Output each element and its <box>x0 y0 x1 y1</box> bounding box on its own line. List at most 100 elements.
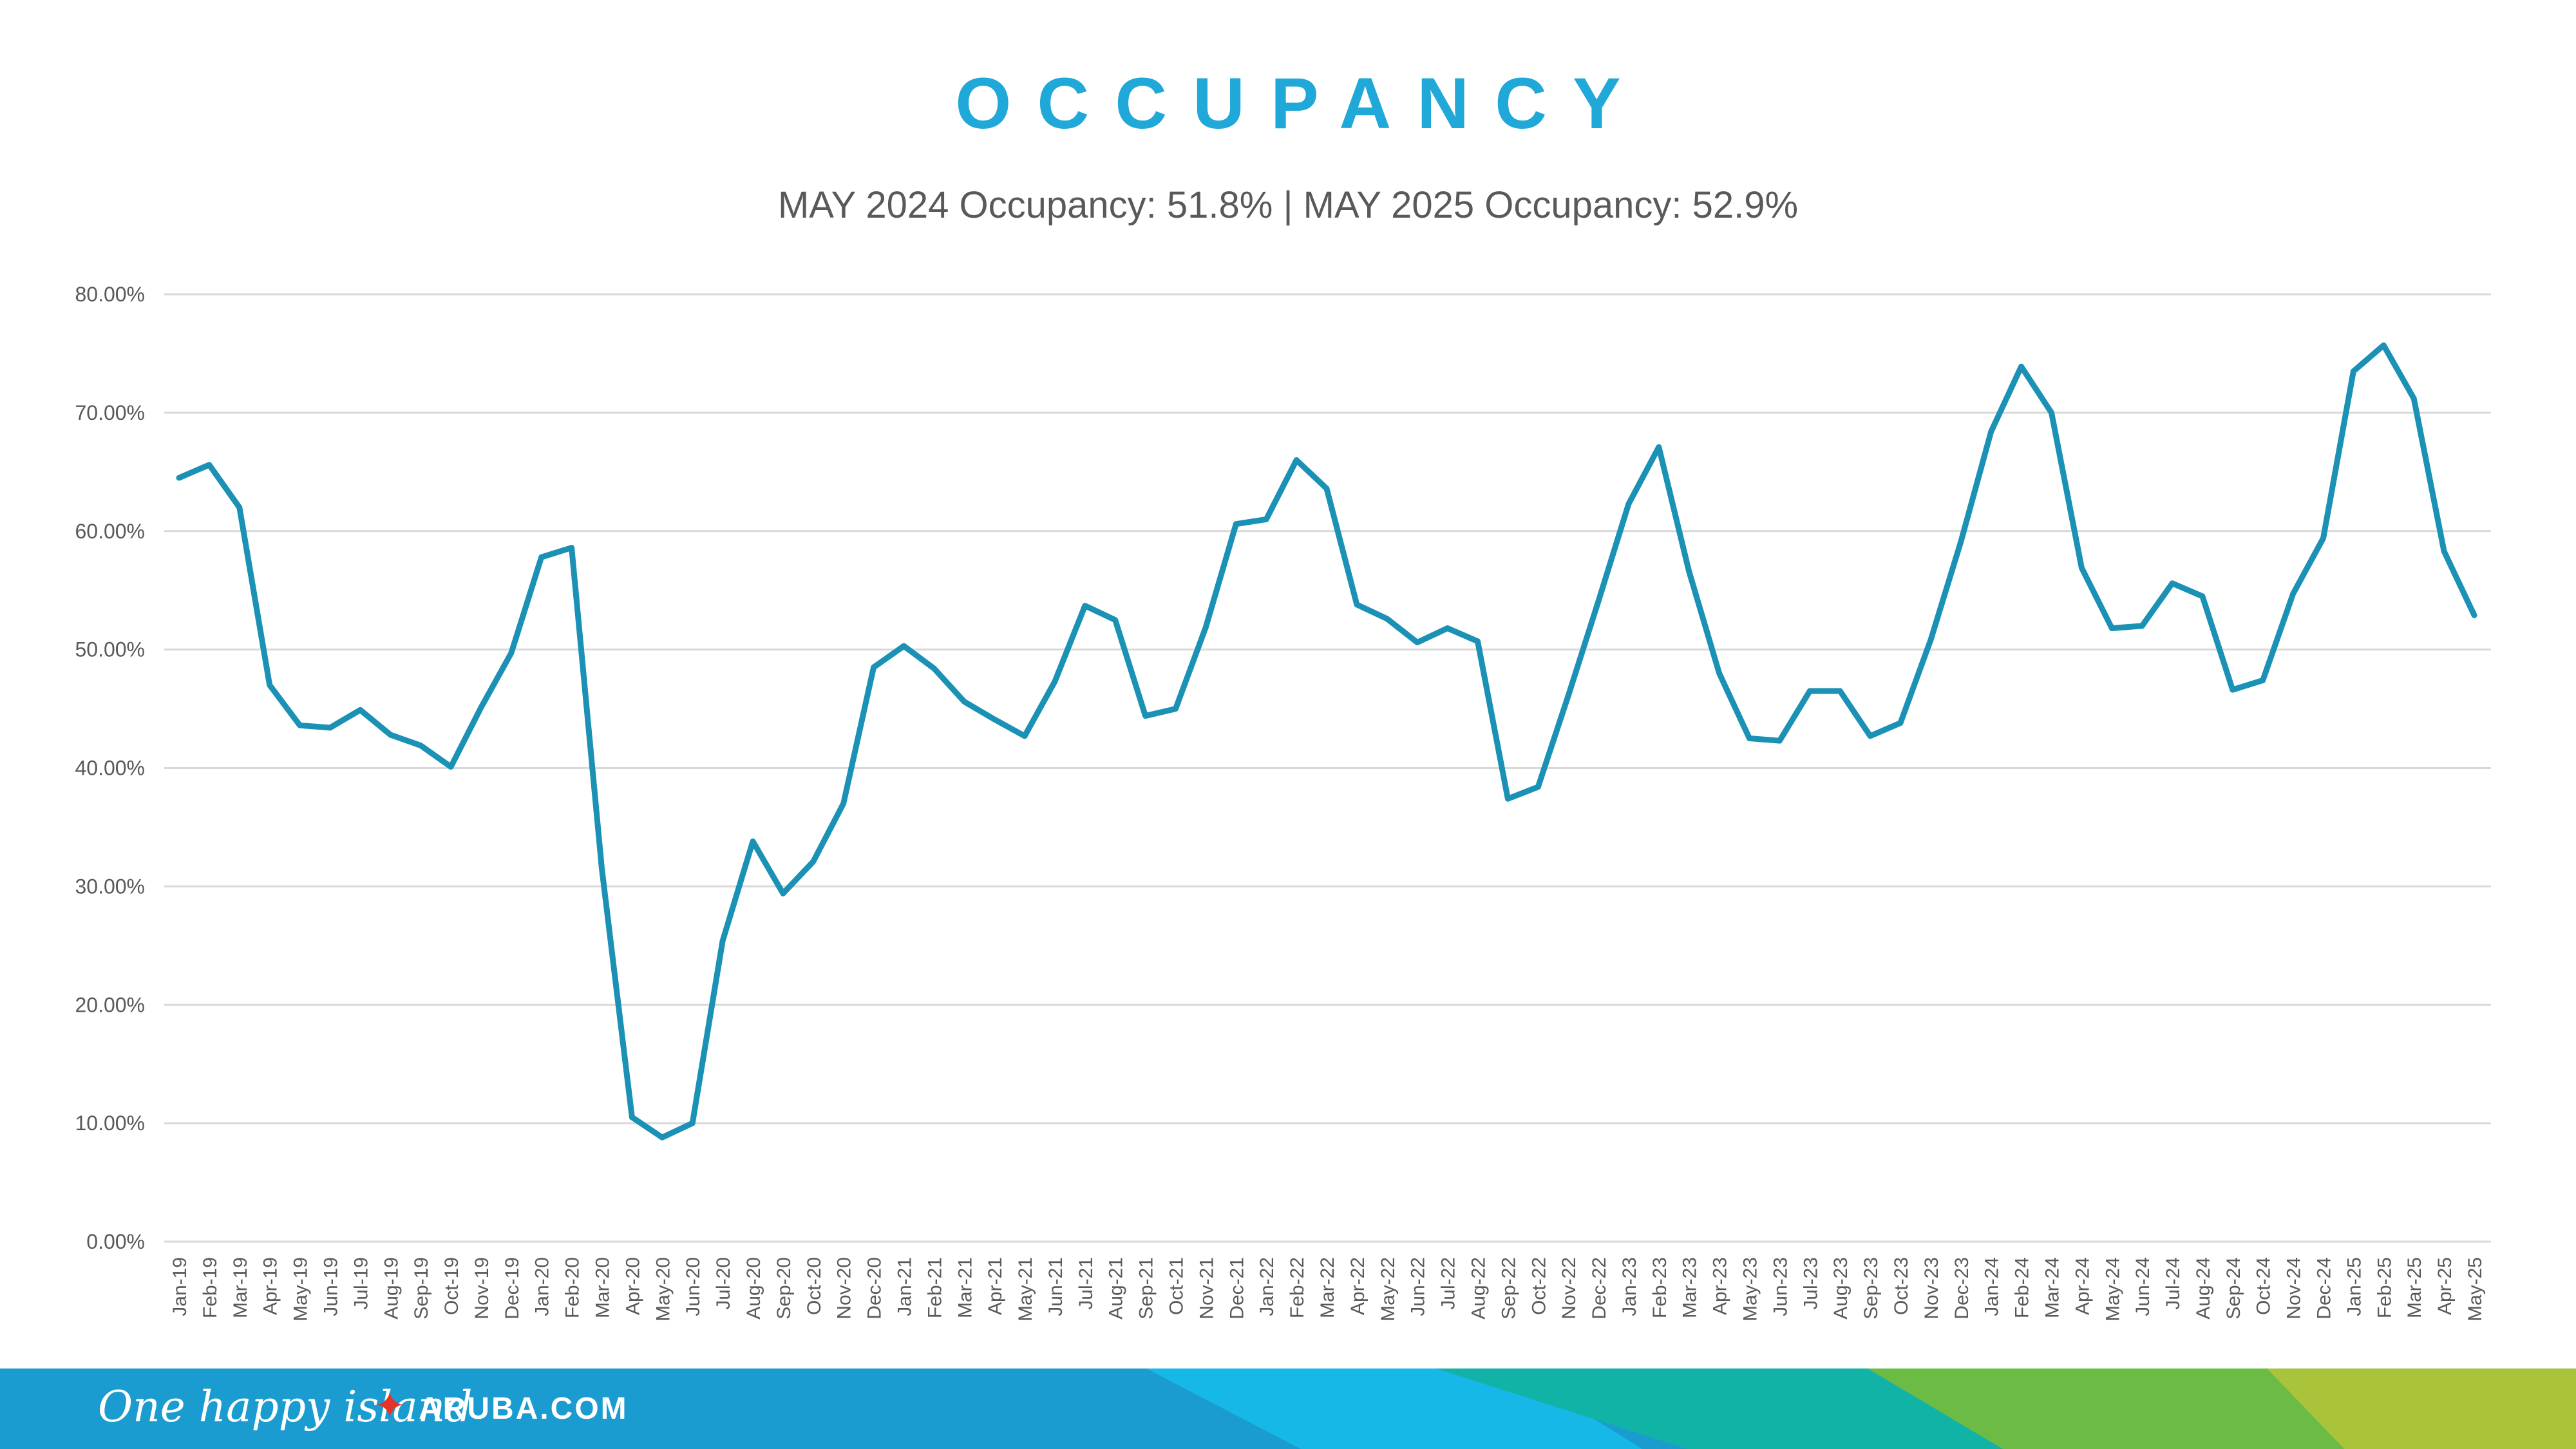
x-tick-label: Jun-24 <box>2132 1257 2154 1316</box>
x-tick-label: Nov-19 <box>471 1257 493 1320</box>
data-point <box>388 732 393 738</box>
star-icon: ✦ <box>374 1384 406 1427</box>
data-point <box>2320 535 2326 541</box>
x-tick-label: Apr-21 <box>985 1257 1006 1315</box>
data-point <box>538 554 544 560</box>
x-tick-label: Feb-25 <box>2374 1257 2395 1318</box>
data-point <box>267 682 272 688</box>
footer-band-lime <box>2267 1368 2576 1449</box>
footer-band-green <box>1868 1368 2344 1449</box>
data-point <box>1082 603 1088 609</box>
data-point <box>2079 565 2085 571</box>
x-tick-label: Dec-24 <box>2314 1257 2335 1320</box>
data-point <box>659 1135 665 1141</box>
x-tick-label: Jul-22 <box>1438 1257 1459 1310</box>
data-point <box>1807 688 1813 694</box>
y-tick-label: 40.00% <box>75 757 145 780</box>
x-tick-label: Jul-21 <box>1075 1257 1097 1310</box>
data-point <box>478 705 484 710</box>
data-point <box>2049 410 2054 415</box>
data-point <box>1112 617 1118 623</box>
x-tick-label: Oct-20 <box>804 1257 825 1315</box>
x-tick-label: Feb-22 <box>1287 1257 1308 1318</box>
x-tick-label: Dec-23 <box>1951 1257 1973 1320</box>
data-point <box>236 504 242 510</box>
x-tick-label: May-25 <box>2465 1257 2486 1321</box>
x-tick-label: Jun-23 <box>1770 1257 1791 1316</box>
data-point <box>1868 733 1873 739</box>
x-tick-label: Jan-23 <box>1619 1257 1640 1316</box>
x-tick-label: Aug-19 <box>381 1257 402 1320</box>
x-tick-label: Oct-19 <box>441 1257 462 1315</box>
y-tick-label: 10.00% <box>75 1112 145 1135</box>
x-tick-label: Jul-20 <box>713 1257 734 1310</box>
y-tick-label: 70.00% <box>75 401 145 424</box>
data-point <box>2411 395 2417 401</box>
x-tick-label: Oct-21 <box>1166 1257 1188 1315</box>
x-tick-label: Aug-22 <box>1468 1257 1489 1320</box>
chart-gridlines <box>164 293 2491 1243</box>
data-point <box>357 707 363 713</box>
data-point <box>508 650 514 656</box>
x-tick-label: Sep-22 <box>1498 1257 1519 1320</box>
occupancy-series <box>176 342 2477 1141</box>
x-tick-label: May-19 <box>290 1257 312 1321</box>
x-tick-label: Nov-22 <box>1558 1257 1580 1320</box>
x-tick-label: Jun-20 <box>683 1257 704 1316</box>
footer-site-link[interactable]: ARUBA.COM <box>419 1392 629 1426</box>
x-tick-label: Sep-24 <box>2223 1257 2244 1320</box>
data-point <box>901 643 907 649</box>
data-point <box>1747 735 1752 741</box>
x-tick-label: Apr-25 <box>2434 1257 2456 1315</box>
data-point <box>2441 549 2447 554</box>
x-tick-label: Jul-23 <box>1800 1257 1821 1310</box>
data-point <box>1988 429 1994 435</box>
x-tick-label: Jan-25 <box>2344 1257 2365 1316</box>
x-axis-tick-labels: Jan-19 Feb-19 Mar-19 Apr-19 May-19 Jun-19 Jul-… <box>169 1257 2486 1321</box>
data-point <box>1716 670 1722 676</box>
x-tick-label: Aug-21 <box>1106 1257 1127 1320</box>
data-point <box>1414 639 1420 645</box>
x-tick-label: Aug-23 <box>1830 1257 1852 1320</box>
y-tick-label: 60.00% <box>75 520 145 543</box>
data-point <box>2170 580 2175 586</box>
data-point <box>992 717 998 723</box>
x-tick-label: Apr-23 <box>1710 1257 1731 1315</box>
data-point <box>2139 623 2145 629</box>
x-tick-label: May-24 <box>2102 1257 2123 1321</box>
x-tick-label: Mar-25 <box>2404 1257 2425 1318</box>
x-tick-label: May-20 <box>652 1257 674 1321</box>
data-point <box>2018 364 2024 370</box>
data-point <box>2381 343 2387 348</box>
x-tick-label: May-21 <box>1015 1257 1036 1321</box>
x-tick-label: Jul-19 <box>350 1257 372 1310</box>
data-point <box>1777 738 1783 744</box>
x-tick-label: Jul-24 <box>2163 1257 2184 1310</box>
data-point <box>1535 784 1541 790</box>
x-tick-label: Apr-19 <box>260 1257 281 1315</box>
data-point <box>1566 693 1571 699</box>
x-tick-label: Nov-23 <box>1921 1257 1942 1320</box>
x-tick-label: Apr-20 <box>622 1257 643 1315</box>
x-tick-label: Mar-20 <box>592 1257 614 1318</box>
x-tick-label: Oct-22 <box>1528 1257 1549 1315</box>
data-point <box>297 723 303 728</box>
data-point <box>2109 625 2115 631</box>
data-point <box>2290 591 2296 597</box>
x-tick-label: Jan-22 <box>1256 1257 1278 1316</box>
occupancy-line <box>176 342 2477 1141</box>
data-point <box>1475 638 1481 644</box>
data-point <box>931 666 937 672</box>
y-axis-tick-labels: 0.00% 10.00% 20.00% 30.00% 40.00% 50.00% 60.00… <box>75 283 145 1253</box>
data-point <box>1264 516 1269 522</box>
data-point <box>2260 677 2266 683</box>
data-point <box>1173 706 1179 712</box>
data-point <box>1384 616 1390 621</box>
data-point <box>2351 368 2356 374</box>
x-tick-label: Nov-24 <box>2284 1257 2305 1320</box>
x-tick-label: Aug-20 <box>743 1257 764 1320</box>
data-point <box>1142 713 1148 719</box>
x-tick-label: Jan-24 <box>1982 1257 2003 1316</box>
data-point <box>1898 720 1903 726</box>
data-point <box>961 699 967 705</box>
